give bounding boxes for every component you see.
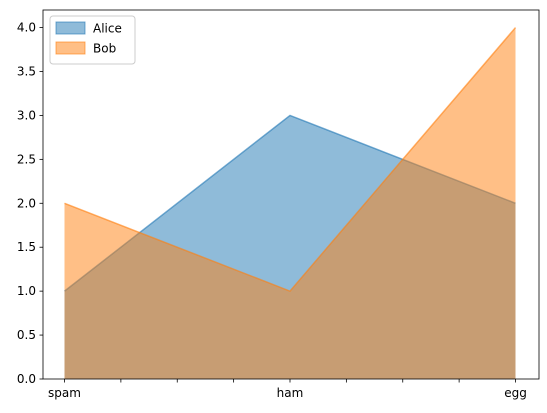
area-series-line-bob xyxy=(64,27,517,293)
x-axis-ticks: spam ham egg xyxy=(48,379,527,400)
y-tick-label: 0.0 xyxy=(17,372,36,386)
y-tick-label: 2.5 xyxy=(17,152,36,166)
y-tick-label: 0.5 xyxy=(17,328,36,342)
series-layer xyxy=(64,27,517,379)
plot-frame xyxy=(42,9,540,380)
axes-layer: spam ham egg 0.0 0.5 1.0 1.5 2.0 2.5 3.0 3.5 4.0 xyxy=(17,9,540,400)
y-tick-label: 3.5 xyxy=(17,65,36,79)
legend-swatch-bob xyxy=(55,41,86,55)
y-tick-label: 4.0 xyxy=(17,21,36,35)
x-tick-label: spam xyxy=(48,386,81,400)
legend-label-bob: Bob xyxy=(93,42,116,56)
y-tick-label: 1.5 xyxy=(17,240,36,254)
y-axis-ticks: 0.0 0.5 1.0 1.5 2.0 2.5 3.0 3.5 4.0 xyxy=(17,21,43,386)
x-tick-label: ham xyxy=(277,386,304,400)
legend: Alice Bob xyxy=(49,15,136,65)
y-tick-label: 1.0 xyxy=(17,284,36,298)
y-tick-label: 2.0 xyxy=(17,196,36,210)
x-tick-label: egg xyxy=(504,386,527,400)
area-series-bob xyxy=(64,27,516,379)
y-tick-label: 3.0 xyxy=(17,108,36,122)
legend-label-alice: Alice xyxy=(93,22,122,36)
legend-swatch-alice xyxy=(55,21,86,35)
